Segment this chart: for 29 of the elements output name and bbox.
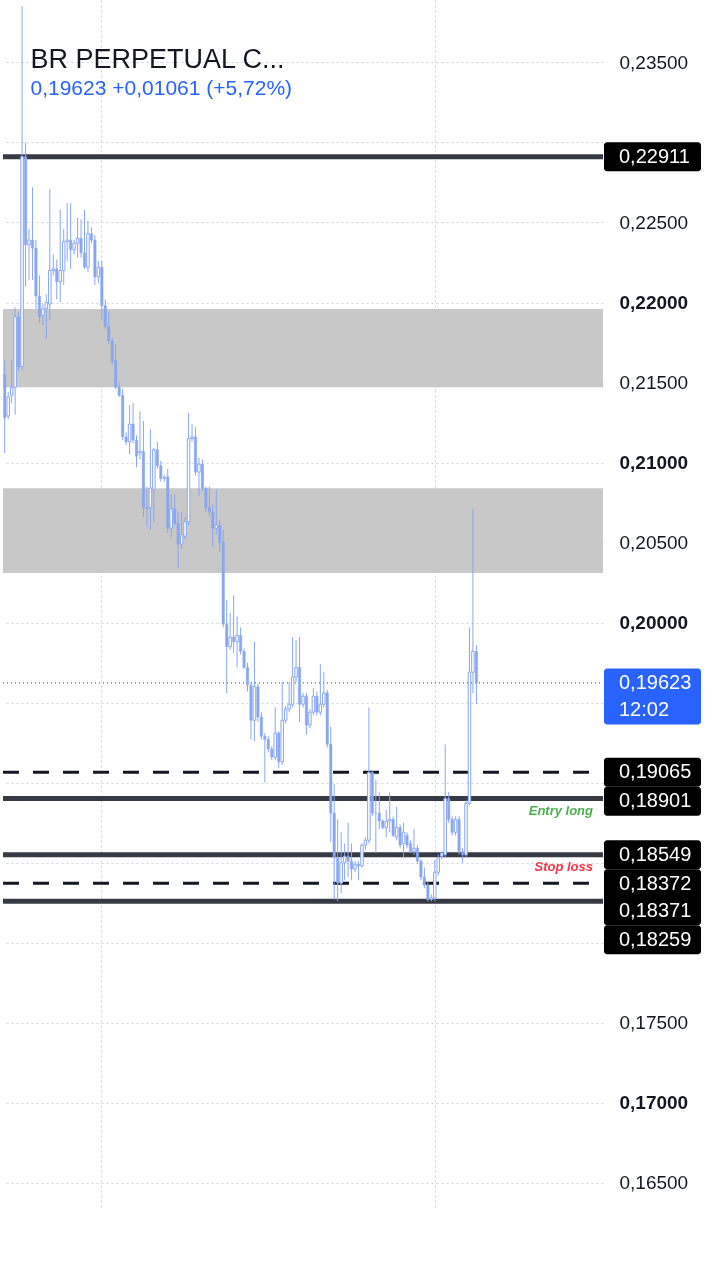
ref-line-label: 0,19623 12:02 bbox=[619, 670, 692, 720]
candlestick bbox=[346, 822, 350, 878]
candlestick bbox=[387, 791, 392, 833]
y-tick-label: 0,21000 bbox=[619, 452, 689, 474]
ref-line-label: 0,18549 bbox=[619, 842, 692, 865]
ref-line-label: 0,18901 bbox=[619, 789, 692, 812]
y-tick-label: 0,20000 bbox=[619, 612, 689, 634]
candlestick bbox=[69, 202, 73, 270]
y-tick-label: 0,20500 bbox=[619, 532, 689, 554]
y-tick-label: 0,17000 bbox=[619, 1092, 689, 1114]
ref-line-label: 0,22911 bbox=[619, 144, 690, 167]
candlestick bbox=[232, 594, 236, 654]
y-tick-label: 0,16500 bbox=[619, 1172, 689, 1194]
y-tick-label: 0,17500 bbox=[619, 1012, 689, 1034]
y-tick-label: 0,22500 bbox=[619, 211, 689, 233]
y-tick-label: 0,21500 bbox=[619, 372, 689, 394]
ref-line-label: 0,18372 0,18371 bbox=[619, 871, 692, 921]
candlestick bbox=[318, 663, 323, 716]
y-tick-label: 0,23500 bbox=[619, 51, 689, 73]
text: BR PERPETUAL C... bbox=[30, 44, 285, 74]
annotation: Entry long bbox=[528, 802, 594, 818]
annotation: Stop loss bbox=[534, 858, 593, 874]
ref-line-label: 0,19065 bbox=[619, 760, 692, 783]
ref-line-label: 0,18259 bbox=[619, 927, 692, 950]
candlestick bbox=[179, 511, 184, 550]
candlestick bbox=[83, 209, 86, 270]
text: 0,19623 +0,01061 (+5,72%) bbox=[30, 76, 293, 99]
candlestick bbox=[75, 217, 80, 259]
y-tick-label: 0,22000 bbox=[619, 292, 689, 313]
